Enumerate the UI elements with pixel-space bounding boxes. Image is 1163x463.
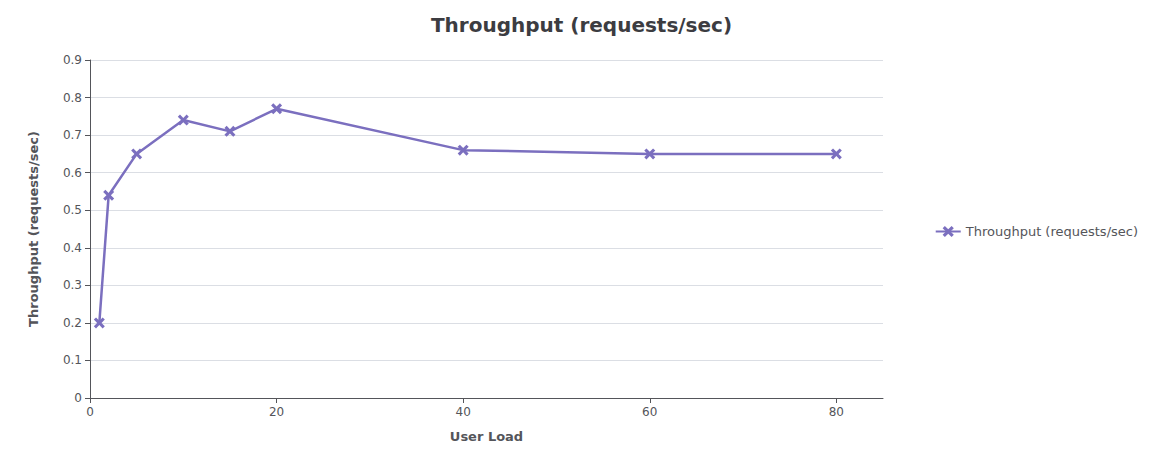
svg-text:Throughput (requests/sec): Throughput (requests/sec) — [26, 131, 41, 327]
svg-text:0.7: 0.7 — [63, 128, 82, 142]
svg-text:20: 20 — [269, 405, 284, 419]
svg-text:0.8: 0.8 — [63, 91, 82, 105]
svg-text:0.1: 0.1 — [63, 353, 82, 367]
svg-text:40: 40 — [456, 405, 471, 419]
svg-text:0.5: 0.5 — [63, 203, 82, 217]
svg-text:60: 60 — [642, 405, 657, 419]
svg-text:0: 0 — [74, 391, 82, 405]
svg-text:0.3: 0.3 — [63, 278, 82, 292]
svg-text:0.9: 0.9 — [63, 53, 82, 67]
svg-text:User Load: User Load — [450, 429, 523, 444]
svg-text:0.2: 0.2 — [63, 316, 82, 330]
svg-text:0.6: 0.6 — [63, 166, 82, 180]
svg-text:80: 80 — [829, 405, 844, 419]
svg-text:0: 0 — [86, 405, 94, 419]
svg-text:0.4: 0.4 — [63, 241, 82, 255]
svg-text:Throughput (requests/sec): Throughput (requests/sec) — [965, 224, 1138, 239]
svg-text:Throughput (requests/sec): Throughput (requests/sec) — [431, 13, 732, 37]
